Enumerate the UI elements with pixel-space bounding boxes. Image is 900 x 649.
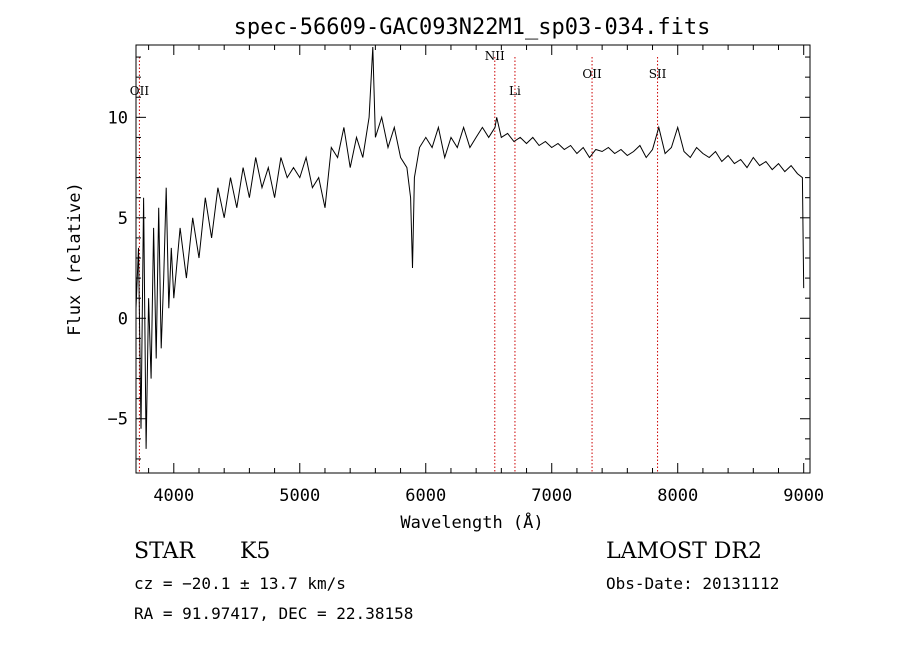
spectral-subclass: K5 — [240, 539, 270, 564]
x-tick-label: 6000 — [405, 486, 446, 506]
object-type: STAR — [134, 539, 196, 564]
emission-line-label: SII — [649, 67, 667, 81]
y-axis-label: Flux (relative) — [65, 182, 85, 336]
chart-title: spec-56609-GAC093N22M1_sp03-034.fits — [234, 15, 711, 40]
axis-ticks: 4000 5000 6000 7000 8000 9000 −5 0 5 10 — [108, 45, 824, 506]
y-tick-label: 10 — [108, 108, 128, 128]
x-tick-label: 5000 — [279, 486, 320, 506]
emission-line-label: Li — [509, 84, 521, 98]
x-tick-label: 9000 — [783, 486, 824, 506]
y-tick-label: −5 — [108, 410, 128, 430]
x-axis-label: Wavelength (Å) — [400, 511, 543, 533]
spectrum-line — [135, 46, 805, 449]
emission-line-label: NII — [485, 49, 505, 63]
survey-label: LAMOST DR2 — [606, 539, 762, 564]
data-series — [135, 46, 805, 449]
x-tick-label: 7000 — [531, 486, 572, 506]
observation-date: Obs-Date: 20131112 — [606, 574, 779, 593]
y-tick-label: 0 — [118, 309, 128, 329]
y-tick-label: 5 — [118, 209, 128, 229]
redshift-readout: cz = −20.1 ± 13.7 km/s — [134, 574, 346, 593]
emission-line-label: OII — [582, 67, 602, 81]
plot-area: OII NII Li OII SII 4000 5000 6000 7000 8000 9000 −… — [108, 44, 824, 506]
x-tick-label: 8000 — [657, 486, 698, 506]
plot-frame — [135, 44, 811, 474]
emission-lines: OII NII Li OII SII — [130, 49, 667, 473]
x-tick-label: 4000 — [153, 486, 194, 506]
coordinates-readout: RA = 91.97417, DEC = 22.38158 — [134, 604, 413, 623]
emission-line-label: OII — [130, 84, 150, 98]
